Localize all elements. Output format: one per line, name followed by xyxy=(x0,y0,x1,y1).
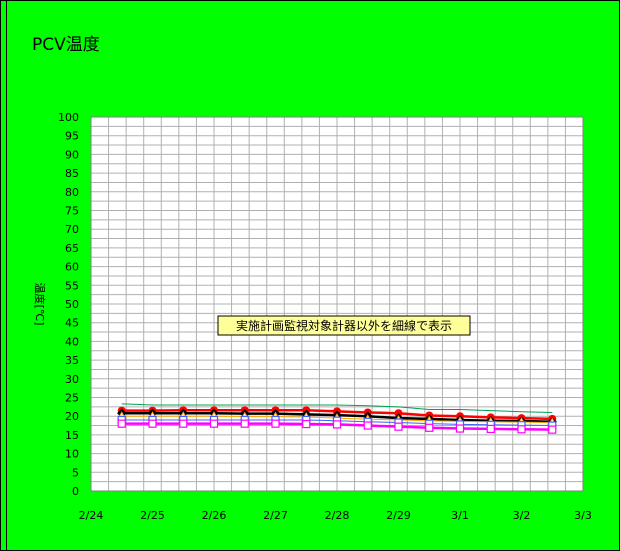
y-tick-label: 90 xyxy=(65,148,79,161)
x-tick-label: 3/3 xyxy=(574,509,592,522)
y-tick-label: 70 xyxy=(65,223,79,236)
y-tick-label: 80 xyxy=(65,186,79,199)
y-tick-label: 25 xyxy=(65,392,79,405)
data-point xyxy=(271,419,280,428)
data-point xyxy=(548,425,557,434)
data-point xyxy=(394,422,403,431)
y-tick-label: 10 xyxy=(65,448,79,461)
y-tick-label: 30 xyxy=(65,373,79,386)
data-point xyxy=(486,424,495,434)
y-tick-label: 65 xyxy=(65,242,79,255)
y-tick-label: 15 xyxy=(65,429,79,442)
series-line-0 xyxy=(121,403,553,413)
data-point xyxy=(148,419,157,428)
y-tick-label: 100 xyxy=(58,111,79,124)
data-point xyxy=(209,419,219,428)
data-point xyxy=(302,419,311,429)
y-axis-label: 温度[℃] xyxy=(33,283,47,326)
y-tick-label: 85 xyxy=(65,167,79,180)
y-tick-label: 50 xyxy=(65,298,79,311)
data-point xyxy=(179,419,188,428)
annotation-box xyxy=(217,315,471,336)
x-tick-label: 2/27 xyxy=(263,509,288,522)
data-point xyxy=(332,420,342,429)
y-tick-label: 75 xyxy=(65,205,79,218)
data-point xyxy=(425,423,434,432)
data-point xyxy=(117,419,126,428)
plot-border xyxy=(90,116,584,492)
x-tick-label: 2/28 xyxy=(325,509,350,522)
y-tick-label: 45 xyxy=(65,317,79,330)
x-tick-label: 2/24 xyxy=(79,509,104,522)
y-tick-label: 35 xyxy=(65,354,79,367)
y-tick-label: 5 xyxy=(72,466,79,479)
data-point xyxy=(363,421,372,430)
y-tick-label: 40 xyxy=(65,335,79,348)
y-tick-label: 55 xyxy=(65,279,79,292)
data-point xyxy=(517,425,526,434)
x-tick-label: 3/2 xyxy=(513,509,531,522)
y-tick-label: 95 xyxy=(65,130,79,143)
data-point xyxy=(240,419,249,428)
chart-title: PCV温度 xyxy=(32,35,100,55)
x-tick-label: 2/26 xyxy=(202,509,227,522)
panel-left-border xyxy=(6,0,7,551)
annotation-text: 実施計画監視対象計器以外を細線で表示 xyxy=(236,318,452,333)
y-tick-label: 20 xyxy=(65,410,79,423)
y-tick-label: 0 xyxy=(72,485,79,498)
y-tick-label: 60 xyxy=(65,261,79,274)
x-tick-label: 2/29 xyxy=(386,509,411,522)
data-point xyxy=(455,424,465,433)
x-tick-label: 3/1 xyxy=(451,509,469,522)
x-tick-label: 2/25 xyxy=(140,509,165,522)
